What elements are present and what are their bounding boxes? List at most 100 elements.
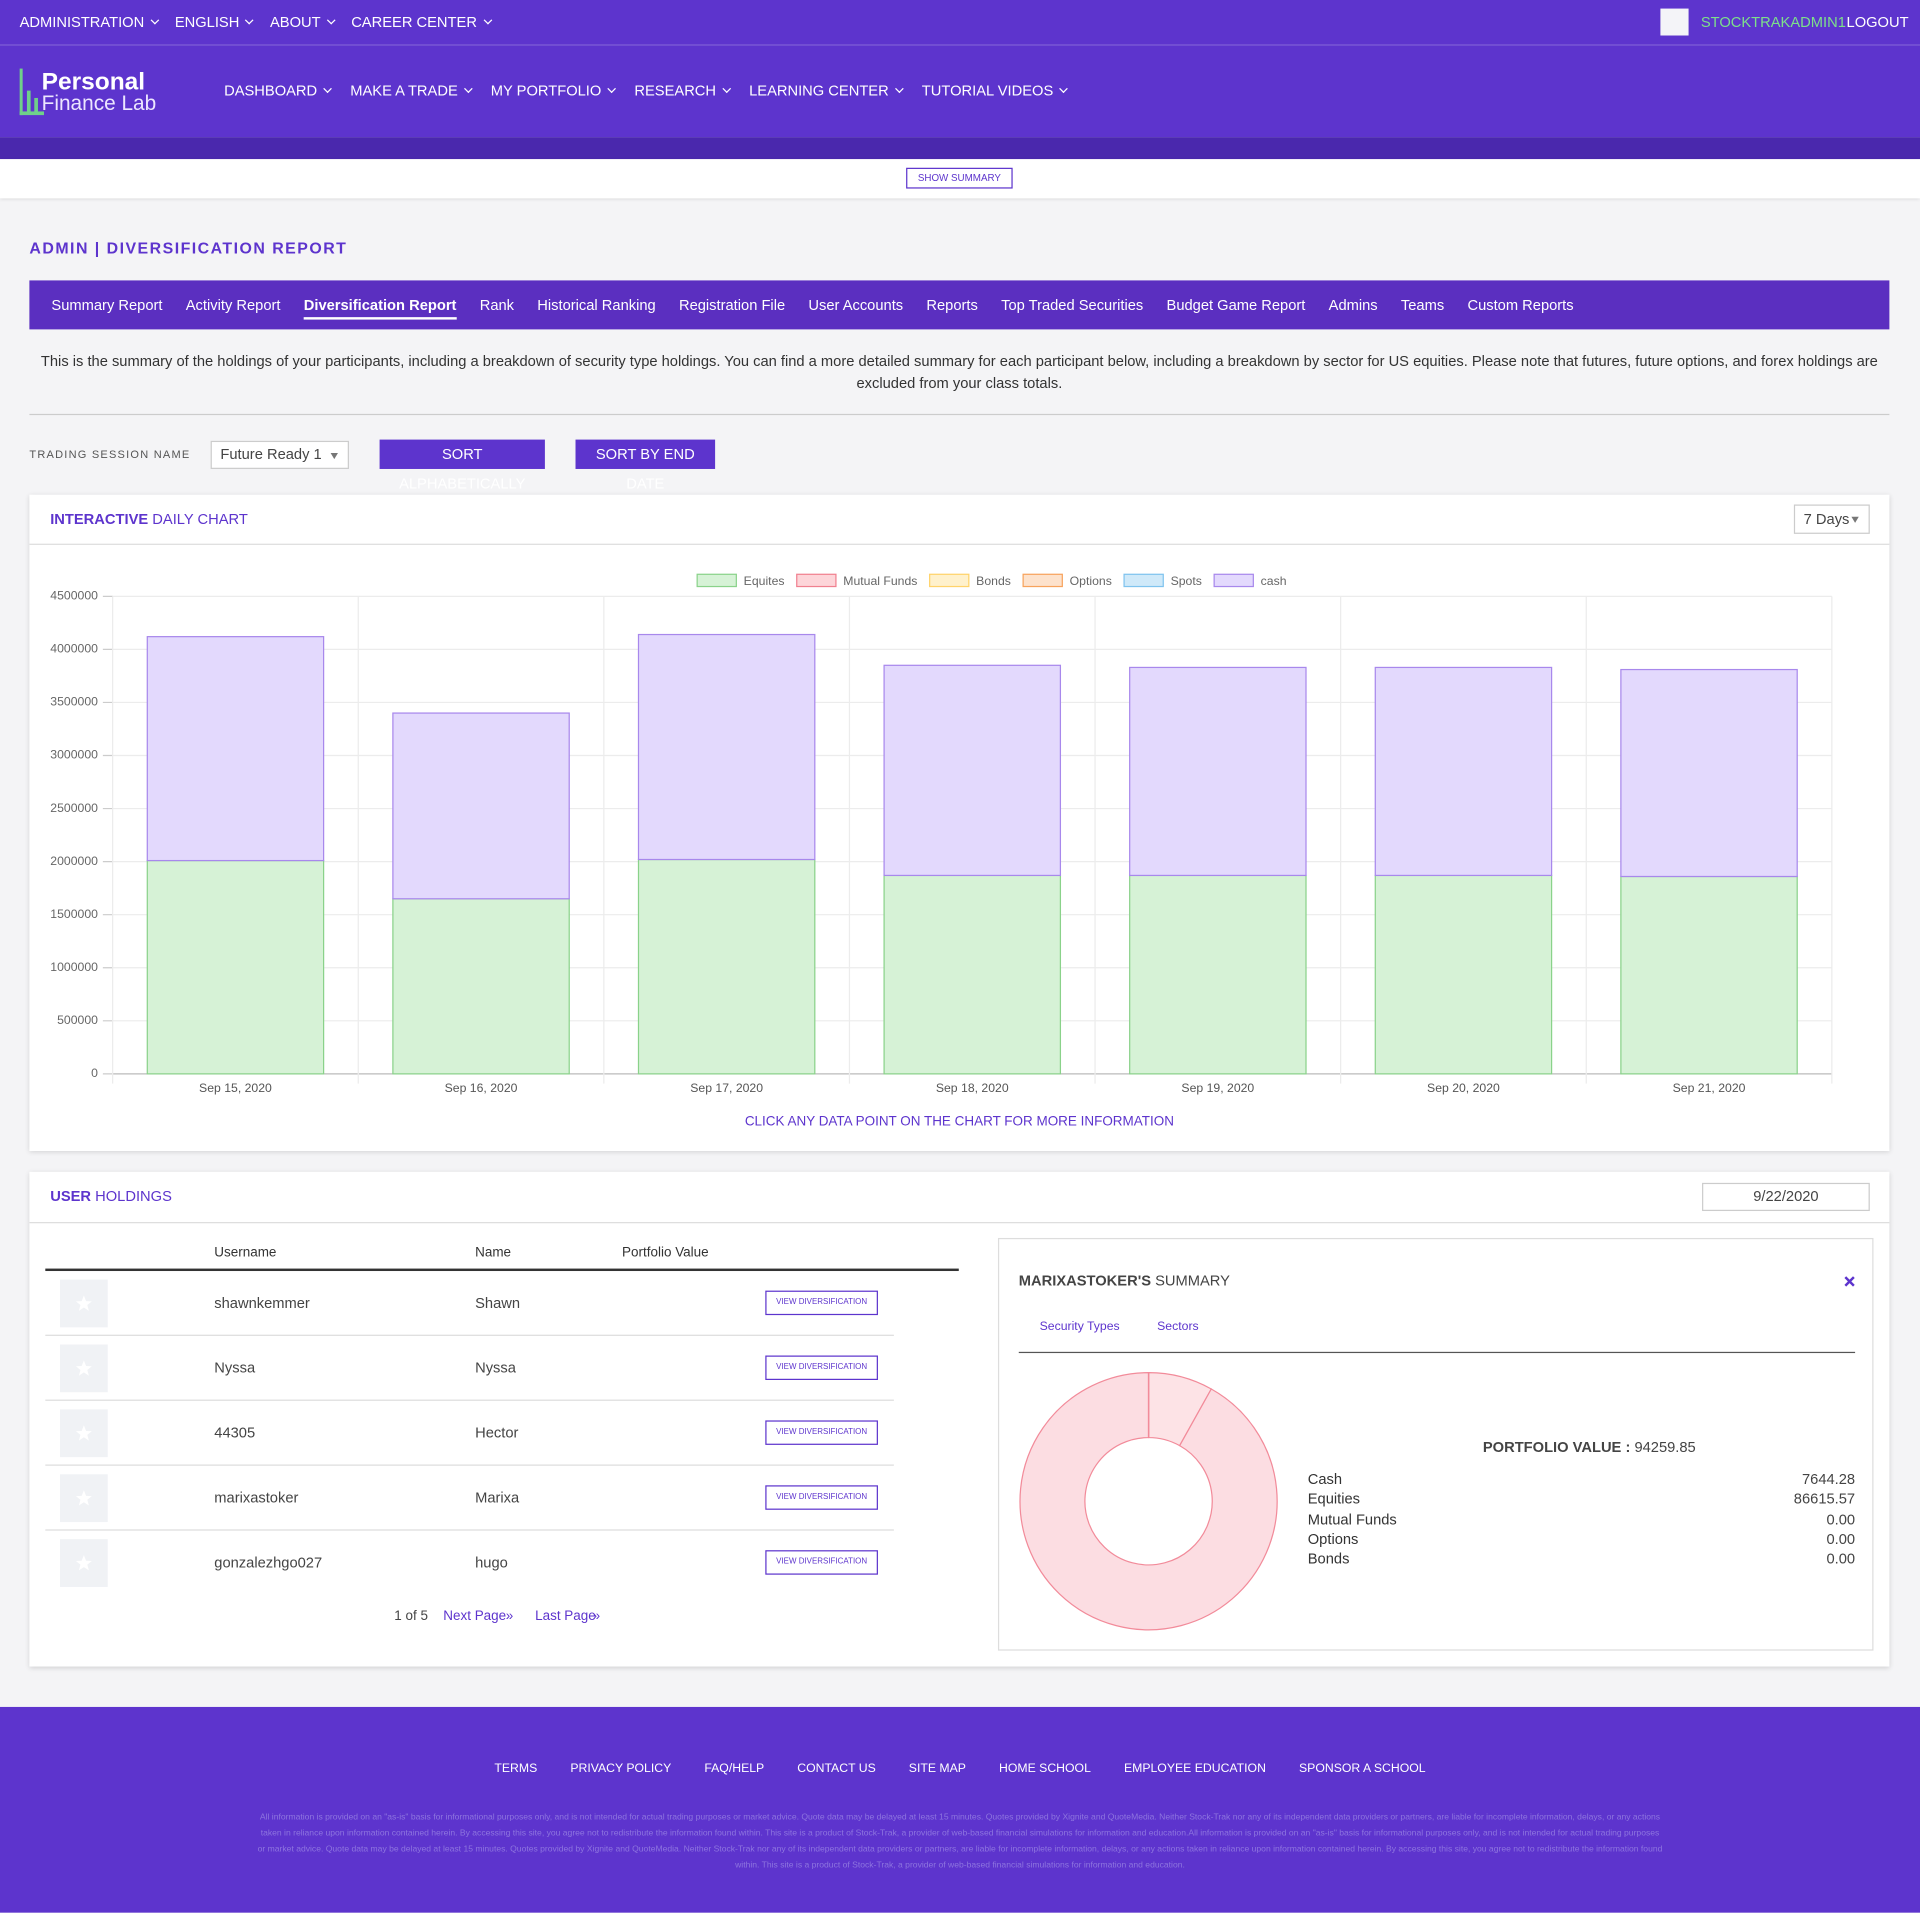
holding-value: 7644.28 <box>1801 1470 1856 1488</box>
tab[interactable]: Reports <box>926 296 978 314</box>
star-icon <box>75 1295 92 1311</box>
table-header-line <box>45 1268 959 1271</box>
bar-segment[interactable] <box>1129 874 1307 1075</box>
bar-segment[interactable] <box>1374 666 1553 877</box>
legend-item[interactable]: Mutual Funds <box>796 573 918 588</box>
tab[interactable]: Rank <box>479 296 515 314</box>
legend-label: Equites <box>744 574 785 588</box>
footer-link[interactable]: FAQ/HELP <box>704 1761 765 1775</box>
footer-links: TERMS PRIVACY POLICY FAQ/HELP CONTACT US SIT… <box>0 1758 1920 1778</box>
last-page[interactable]: Last Page <box>535 1608 596 1624</box>
bar-segment[interactable] <box>1620 875 1798 1075</box>
favorite-star[interactable] <box>60 1279 108 1328</box>
chart-hint: CLICK ANY DATA POINT ON THE CHART FOR MO… <box>744 1114 1174 1129</box>
bar-segment[interactable] <box>146 859 325 1075</box>
show-summary-button[interactable]: SHOW SUMMARY <box>906 167 1013 189</box>
favorite-star[interactable] <box>60 1344 108 1393</box>
main-nav-link[interactable]: DASHBOARD <box>224 81 331 98</box>
legend-item[interactable]: Options <box>1022 573 1112 588</box>
tab[interactable]: Custom Reports <box>1467 296 1574 314</box>
footer-link[interactable]: SPONSOR A SCHOOL <box>1298 1761 1426 1775</box>
logout[interactable]: LOGOUT <box>1846 13 1909 31</box>
tab[interactable]: Registration File <box>678 296 786 314</box>
favorite-star[interactable] <box>60 1409 108 1458</box>
avatar[interactable] <box>1660 8 1689 36</box>
y-tick-label: 1000000 <box>50 960 98 974</box>
donut-chart <box>1019 1372 1278 1631</box>
bar-segment[interactable] <box>883 664 1062 877</box>
footer-link[interactable]: PRIVACY POLICY <box>570 1761 672 1775</box>
footer-link[interactable]: SITE MAP <box>908 1761 966 1775</box>
view-diversification-button[interactable]: VIEW DIVERSIFICATION <box>765 1420 878 1445</box>
view-diversification-button[interactable]: VIEW DIVERSIFICATION <box>765 1290 878 1316</box>
tab[interactable]: Budget Game Report <box>1166 296 1306 314</box>
bar-segment[interactable] <box>1620 668 1798 878</box>
tab[interactable]: Diversification Report <box>303 296 457 320</box>
logo-text[interactable]: Finance Lab <box>41 91 157 116</box>
view-diversification-button[interactable]: VIEW DIVERSIFICATION <box>765 1485 878 1510</box>
username[interactable]: STOCKTRAKADMIN1 <box>1700 13 1846 31</box>
top-nav-link[interactable]: ADMINISTRATION <box>20 13 158 30</box>
main-nav-link[interactable]: TUTORIAL VIDEOS <box>922 81 1067 98</box>
legend-item[interactable]: cash <box>1213 573 1287 588</box>
tab[interactable]: Top Traded Securities <box>1001 296 1144 314</box>
summary-tab[interactable]: Sectors <box>1157 1320 1199 1334</box>
tab[interactable]: Summary Report <box>51 296 163 314</box>
holding-label: Bonds <box>1307 1550 1350 1568</box>
bar-chart[interactable]: 0 500000 1000000 1500000 2000000 2500000 30000… <box>29 495 1889 1151</box>
top-nav-link[interactable]: CAREER CENTER <box>351 13 490 30</box>
date-input[interactable]: 9/22/2020 <box>1702 1182 1870 1212</box>
panel-title-rest: DAILY CHART <box>152 510 248 528</box>
legend-item[interactable]: Bonds <box>929 573 1011 588</box>
favorite-star[interactable] <box>60 1474 108 1523</box>
tab[interactable]: Teams <box>1400 296 1445 314</box>
cell-name: Hector <box>475 1424 519 1442</box>
legend-swatch <box>696 573 737 588</box>
bar-segment[interactable] <box>883 874 1062 1075</box>
bar-segment[interactable] <box>1374 874 1553 1075</box>
bar-segment[interactable] <box>392 712 570 900</box>
holding-label: Options <box>1307 1530 1359 1548</box>
close-icon[interactable] <box>1844 1276 1855 1287</box>
legend-swatch <box>1123 573 1164 588</box>
x-tick-label: Sep 19, 2020 <box>1181 1081 1254 1095</box>
bar-segment[interactable] <box>637 858 816 1075</box>
main-nav-link[interactable]: MY PORTFOLIO <box>491 81 615 98</box>
next-arrow[interactable]: » <box>505 1608 514 1624</box>
logo-text[interactable]: Personal <box>41 68 146 96</box>
view-diversification-button[interactable]: VIEW DIVERSIFICATION <box>765 1550 878 1575</box>
favorite-star[interactable] <box>60 1539 108 1587</box>
tab[interactable]: Admins <box>1328 296 1378 314</box>
star-icon <box>75 1555 92 1571</box>
range-select[interactable]: 7 Days <box>1793 504 1870 534</box>
legend-item[interactable]: Spots <box>1123 573 1202 588</box>
top-nav-link[interactable]: ENGLISH <box>175 13 253 30</box>
table-header: Name <box>475 1245 512 1261</box>
x-tick-label: Sep 15, 2020 <box>199 1081 272 1095</box>
footer-link[interactable]: HOME SCHOOL <box>999 1761 1091 1775</box>
bar-segment[interactable] <box>1129 666 1307 877</box>
main-nav-link[interactable]: RESEARCH <box>634 81 729 98</box>
bar-segment[interactable] <box>146 636 325 862</box>
main-nav-link[interactable]: LEARNING CENTER <box>749 81 902 98</box>
top-nav-link[interactable]: ABOUT <box>270 13 334 30</box>
bar-segment[interactable] <box>392 898 570 1075</box>
y-tick-label: 1500000 <box>50 907 98 921</box>
tab[interactable]: Historical Ranking <box>537 296 656 314</box>
footer-link[interactable]: TERMS <box>494 1761 538 1775</box>
view-diversification-button[interactable]: VIEW DIVERSIFICATION <box>765 1355 878 1381</box>
x-tick-label: Sep 17, 2020 <box>690 1081 763 1095</box>
footer-link[interactable]: CONTACT US <box>797 1761 876 1775</box>
sort-date-button[interactable]: SORT BY END DATE <box>575 439 716 492</box>
next-page[interactable]: Next Page <box>443 1608 507 1624</box>
main-nav-link[interactable]: MAKE A TRADE <box>350 81 471 98</box>
legend-item[interactable]: Equites <box>696 573 785 588</box>
session-select[interactable]: Future Ready 1 <box>210 440 349 469</box>
sort-alpha-button[interactable]: SORT ALPHABETICALLY <box>379 439 545 492</box>
tab[interactable]: User Accounts <box>808 296 904 314</box>
last-arrow[interactable]: » <box>592 1608 601 1624</box>
footer-link[interactable]: EMPLOYEE EDUCATION <box>1123 1761 1266 1775</box>
tab[interactable]: Activity Report <box>185 296 281 314</box>
bar-segment[interactable] <box>637 633 816 861</box>
summary-tab[interactable]: Security Types <box>1039 1320 1120 1334</box>
